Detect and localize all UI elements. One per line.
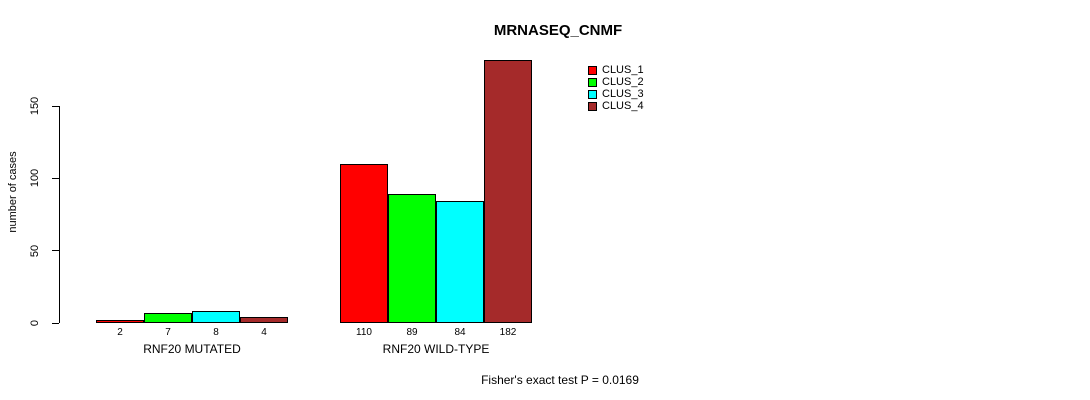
y-axis-tick: [52, 322, 59, 324]
bar-value-label: 8: [213, 327, 219, 338]
bar-clus_3-group2: [436, 201, 484, 323]
y-axis-line: [59, 106, 60, 323]
legend-label: CLUS_3: [602, 88, 644, 100]
legend-label: CLUS_4: [602, 100, 644, 112]
y-axis-tick: [52, 250, 59, 252]
legend-item: CLUS_2: [588, 76, 644, 88]
y-axis-tick-label: 50: [29, 244, 41, 257]
legend-swatch-clus_4: [588, 101, 597, 111]
bar-clus_3-group1: [192, 311, 240, 323]
bar-clus_2-group1: [144, 313, 192, 323]
bar-value-label: 182: [499, 327, 517, 338]
legend-swatch-clus_3: [588, 89, 597, 99]
legend-swatch-clus_1: [588, 65, 597, 75]
bar-value-label: 89: [406, 327, 418, 338]
bar-value-label: 2: [117, 327, 123, 338]
y-axis-tick: [52, 105, 59, 107]
x-axis-group-label: RNF20 MUTATED: [143, 342, 241, 356]
chart-title: MRNASEQ_CNMF: [493, 22, 623, 39]
legend: CLUS_1 CLUS_2 CLUS_3 CLUS_4: [588, 64, 644, 112]
y-axis-tick: [52, 177, 59, 179]
legend-item: CLUS_3: [588, 88, 644, 100]
bar-clus_1-group1: [96, 320, 144, 323]
x-axis-group-label: RNF20 WILD-TYPE: [382, 342, 490, 356]
bar-clus_2-group2: [388, 194, 436, 323]
y-axis-tick-label: 150: [29, 96, 41, 116]
bar-clus_4-group2: [484, 60, 532, 323]
legend-label: CLUS_1: [602, 64, 644, 76]
bar-value-label: 7: [165, 327, 171, 338]
legend-item: CLUS_1: [588, 64, 644, 76]
stat-annotation: Fisher's exact test P = 0.0169: [481, 373, 639, 387]
legend-item: CLUS_4: [588, 100, 644, 112]
bar-clus_1-group2: [340, 164, 388, 323]
legend-swatch-clus_2: [588, 77, 597, 87]
bar-value-label: 84: [454, 327, 466, 338]
bar-value-label: 4: [261, 327, 267, 338]
bar-value-label: 110: [356, 327, 372, 338]
y-axis-tick-label: 100: [29, 169, 41, 188]
bar-clus_4-group1: [240, 317, 288, 323]
legend-label: CLUS_2: [602, 76, 644, 88]
y-axis-tick-label: 0: [29, 319, 41, 327]
